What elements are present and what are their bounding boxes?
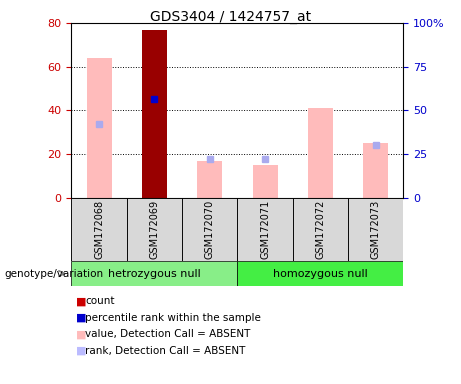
Bar xyxy=(348,198,403,261)
Bar xyxy=(293,198,348,261)
Bar xyxy=(197,161,222,198)
Bar xyxy=(71,198,127,261)
Bar xyxy=(308,108,333,198)
Text: hetrozygous null: hetrozygous null xyxy=(108,268,201,279)
Text: rank, Detection Call = ABSENT: rank, Detection Call = ABSENT xyxy=(85,346,246,356)
Bar xyxy=(142,102,167,198)
Bar xyxy=(71,261,237,286)
Text: ■: ■ xyxy=(76,313,87,323)
Text: ■: ■ xyxy=(76,329,87,339)
Text: genotype/variation: genotype/variation xyxy=(5,268,104,279)
Bar xyxy=(363,143,388,198)
Text: ■: ■ xyxy=(76,296,87,306)
Bar xyxy=(253,165,278,198)
Bar xyxy=(237,198,293,261)
Text: percentile rank within the sample: percentile rank within the sample xyxy=(85,313,261,323)
Bar xyxy=(87,58,112,198)
Bar xyxy=(182,198,237,261)
Text: GSM172068: GSM172068 xyxy=(94,200,104,259)
Text: value, Detection Call = ABSENT: value, Detection Call = ABSENT xyxy=(85,329,251,339)
Text: ■: ■ xyxy=(76,346,87,356)
Text: GSM172073: GSM172073 xyxy=(371,200,381,259)
Text: GSM172072: GSM172072 xyxy=(315,200,325,259)
Text: GSM172070: GSM172070 xyxy=(205,200,215,259)
Bar xyxy=(142,30,167,198)
Text: count: count xyxy=(85,296,115,306)
Text: GSM172071: GSM172071 xyxy=(260,200,270,259)
Bar xyxy=(127,198,182,261)
Text: GSM172069: GSM172069 xyxy=(149,200,160,259)
Text: homozygous null: homozygous null xyxy=(273,268,368,279)
Bar xyxy=(237,261,403,286)
Text: GDS3404 / 1424757_at: GDS3404 / 1424757_at xyxy=(150,10,311,23)
